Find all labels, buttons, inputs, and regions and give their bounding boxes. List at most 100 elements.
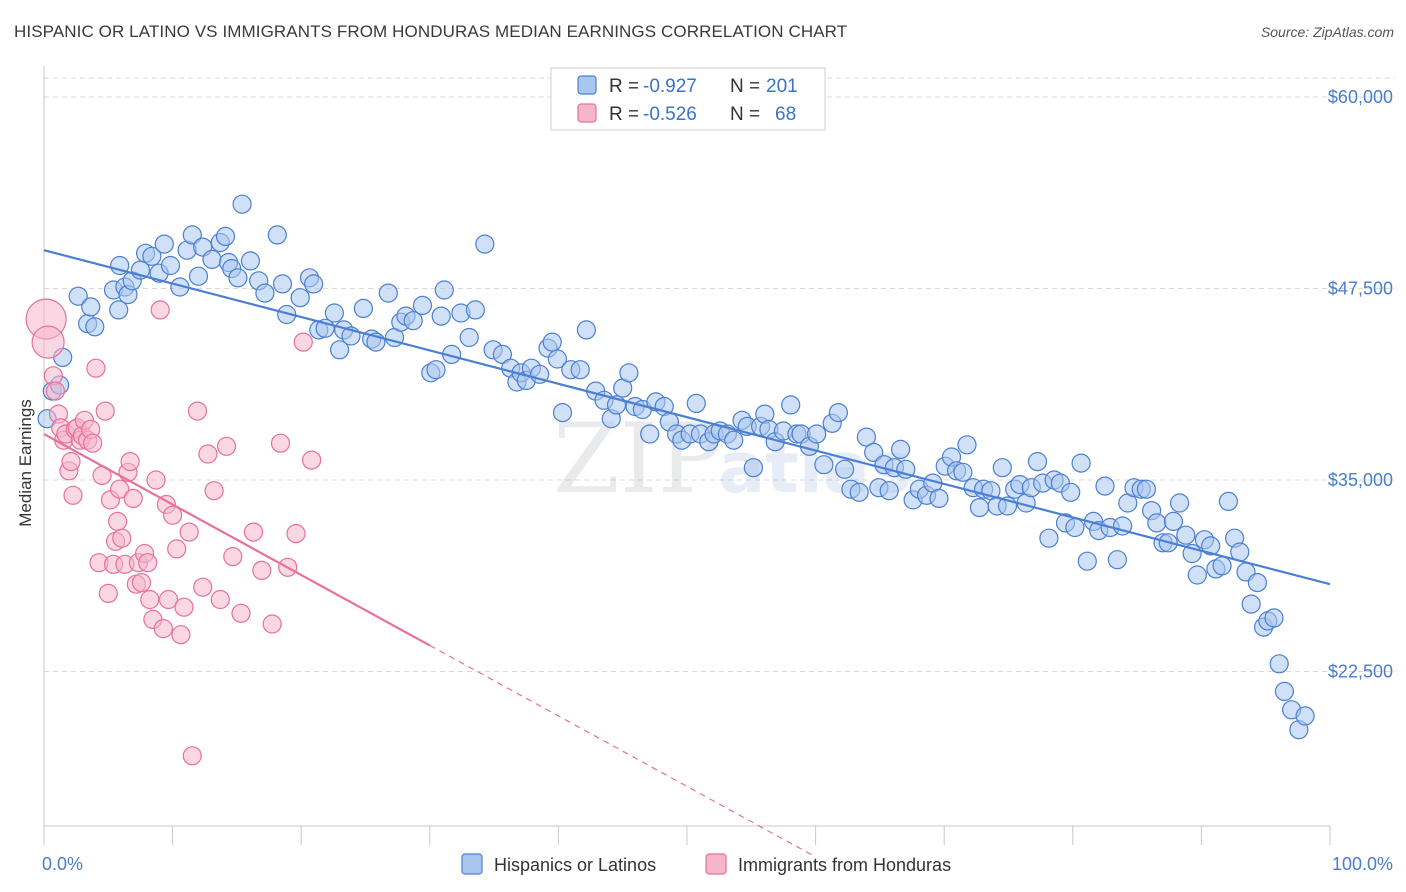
axes-layer [43, 66, 1331, 845]
hispanic-point [1136, 479, 1157, 499]
legend-n-label-1: N = [730, 76, 760, 97]
correlation-legend: R = -0.927 N = 201 R = -0.526 N = 68 [550, 67, 826, 131]
honduras-point [223, 546, 243, 567]
honduras-point [293, 332, 313, 352]
hispanic-point [1061, 482, 1081, 502]
hispanic-point [353, 298, 373, 318]
honduras-point [140, 589, 160, 610]
hispanic-point [431, 306, 451, 326]
hispanic-point [552, 403, 573, 423]
hispanic-point [856, 427, 877, 447]
hispanic-point [459, 327, 479, 348]
hispanic-point [1247, 572, 1268, 593]
honduras-point [182, 746, 202, 766]
hispanic-point [1187, 565, 1207, 585]
honduras-point [110, 479, 130, 499]
hispanic-point [85, 317, 105, 337]
hispanic-point [267, 225, 287, 245]
honduras-point [150, 300, 170, 320]
hispanic-point [806, 424, 827, 444]
honduras-point [193, 577, 213, 597]
hispanic-point [619, 363, 639, 383]
honduras-point [286, 523, 306, 544]
hispanic-point [686, 393, 706, 413]
chart-title: HISPANIC OR LATINO VS IMMIGRANTS FROM HO… [14, 22, 848, 41]
hispanic-point [1264, 608, 1284, 628]
hispanic-point [215, 226, 236, 246]
hispanic-point [828, 403, 849, 423]
hispanic-point [304, 274, 324, 294]
hispanic-point [1107, 550, 1128, 570]
hispanic-point [743, 458, 764, 478]
y-axis-title: Median Earnings [16, 399, 35, 527]
honduras-point [179, 522, 199, 542]
hispanic-point [232, 194, 252, 214]
legend-n-value-1: 201 [766, 76, 798, 97]
hispanic-point [814, 455, 834, 475]
hispanic-point [228, 268, 248, 288]
hispanic-point [324, 303, 344, 323]
legend-swatch-hispanic [577, 75, 597, 95]
x-tick-label: 100.0% [1332, 854, 1393, 874]
hispanic-point [957, 435, 977, 455]
honduras-point [45, 381, 66, 401]
hispanic-point [969, 498, 990, 518]
hispanic-point [1039, 528, 1059, 548]
hispanic-point [570, 360, 590, 380]
hispanic-point [426, 360, 446, 380]
hispanic-point [1027, 452, 1048, 472]
honduras-point [131, 572, 152, 593]
hispanic-point [240, 251, 260, 271]
hispanic-point [1212, 556, 1232, 576]
hispanic-point [1163, 511, 1184, 532]
series-legend: Hispanics or Latinos Immigrants from Hon… [461, 853, 951, 875]
hispanic-point [834, 459, 855, 479]
honduras-point [163, 505, 183, 525]
hispanic-point [182, 225, 202, 245]
legend-r-label-1: R = [609, 76, 639, 97]
hispanic-point [576, 320, 597, 340]
honduras-point [171, 625, 191, 645]
honduras-point [63, 485, 83, 505]
honduras-point [95, 401, 115, 421]
honduras-point [61, 452, 81, 472]
honduras-point [138, 553, 158, 573]
hispanic-point [378, 283, 398, 303]
hispanic-point [403, 311, 423, 331]
honduras-point [123, 488, 143, 508]
hispanic-point [1218, 491, 1239, 511]
hispanic-point [1095, 476, 1115, 496]
honduras-point [158, 589, 179, 610]
bottom-legend-label-honduras: Immigrants from Honduras [738, 855, 951, 875]
honduras-point [231, 603, 251, 623]
hispanic-point [290, 288, 310, 308]
hispanic-point [864, 442, 884, 462]
source-credit: Source: ZipAtlas.com [1260, 24, 1394, 40]
hispanic-point [1147, 513, 1167, 533]
honduras-point [146, 470, 166, 490]
hispanic-point [330, 340, 350, 360]
hispanic-point [160, 255, 181, 276]
honduras-point [112, 528, 132, 548]
bottom-legend-label-hispanic: Hispanics or Latinos [494, 855, 656, 875]
hispanic-point [781, 395, 801, 415]
legend-n-label-2: N = [730, 104, 760, 125]
hispanic-point [1065, 517, 1085, 538]
honduras-trend-line [43, 433, 431, 647]
hispanic-point [849, 482, 869, 502]
bottom-legend-swatch-honduras [705, 853, 727, 875]
hispanic-point [1077, 551, 1097, 571]
hispanic-point [475, 234, 495, 254]
hispanic-point [188, 266, 209, 286]
hispanic-point [1201, 536, 1221, 556]
x-tick-label: 0.0% [42, 854, 83, 874]
honduras-point [302, 450, 322, 470]
hispanic-point [465, 300, 485, 320]
honduras-point [262, 614, 282, 634]
honduras-point [243, 522, 264, 542]
honduras-point [31, 325, 65, 359]
hispanic-point [109, 300, 129, 320]
y-tick-label: $35,000 [1328, 470, 1393, 490]
honduras-point [252, 560, 272, 581]
